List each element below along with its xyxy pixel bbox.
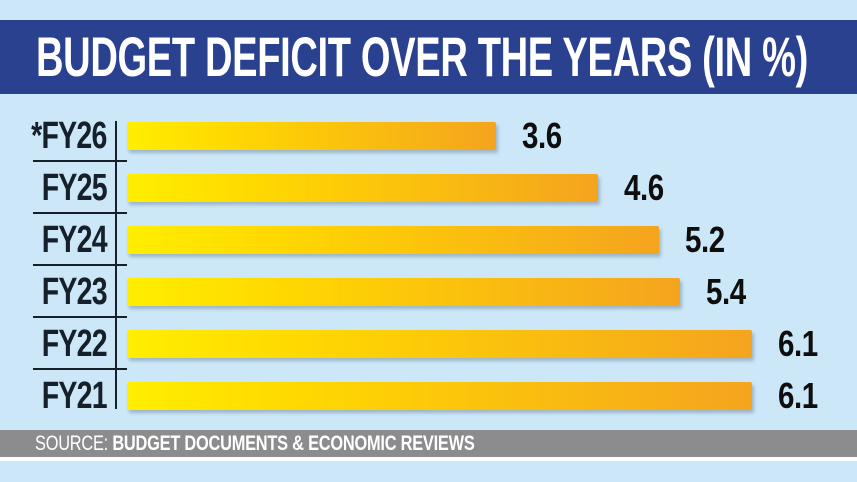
row-label: FY21 xyxy=(41,375,108,417)
value-label: 6.1 xyxy=(777,375,818,416)
bar xyxy=(127,226,660,254)
row-separator xyxy=(33,264,127,266)
bar-area: 6.1 xyxy=(116,326,857,362)
row-label: FY22 xyxy=(41,323,108,365)
bar-area: 5.2 xyxy=(116,222,857,258)
bar xyxy=(127,278,680,306)
bar xyxy=(127,330,752,358)
value-label: 5.2 xyxy=(685,219,726,260)
value-label: 3.6 xyxy=(521,115,562,156)
bar xyxy=(127,174,598,202)
header-band: BUDGET DEFICIT OVER THE YEARS (IN %) xyxy=(0,20,857,94)
top-strip xyxy=(0,0,857,20)
bar-area: 6.1 xyxy=(116,378,857,414)
chart-row-fy21: FY21 6.1 xyxy=(0,370,857,422)
row-label: *FY26 xyxy=(31,115,108,157)
chart-row-fy22: FY22 6.1 xyxy=(0,318,857,370)
row-label: FY23 xyxy=(41,271,108,313)
bar-area: 3.6 xyxy=(116,118,857,154)
source-body: BUDGET DOCUMENTS & ECONOMIC REVIEWS xyxy=(112,432,475,455)
page-title: BUDGET DEFICIT OVER THE YEARS (IN %) xyxy=(36,25,808,88)
row-separator xyxy=(33,316,127,318)
value-label: 5.4 xyxy=(705,271,746,312)
bar-area: 5.4 xyxy=(116,274,857,310)
bar xyxy=(127,122,496,150)
chart-rows: *FY26 3.6 FY25 4.6 FY24 xyxy=(0,94,857,422)
chart-row-fy24: FY24 5.2 xyxy=(0,214,857,266)
row-separator xyxy=(33,160,127,162)
source-band: SOURCE: BUDGET DOCUMENTS & ECONOMIC REVI… xyxy=(0,430,857,457)
row-label: FY25 xyxy=(41,167,108,209)
chart-row-fy26: *FY26 3.6 xyxy=(0,110,857,162)
bar xyxy=(127,382,752,410)
label-cell: *FY26 xyxy=(0,117,116,155)
row-separator xyxy=(33,212,127,214)
bottom-strip xyxy=(0,461,857,482)
label-cell: FY21 xyxy=(0,377,116,415)
bar-area: 4.6 xyxy=(116,170,857,206)
bar-chart: *FY26 3.6 FY25 4.6 FY24 xyxy=(0,94,857,430)
source-prefix: SOURCE: xyxy=(35,432,109,455)
chart-row-fy23: FY23 5.4 xyxy=(0,266,857,318)
white-strip xyxy=(0,457,857,461)
label-cell: FY23 xyxy=(0,273,116,311)
label-cell: FY25 xyxy=(0,169,116,207)
value-label: 4.6 xyxy=(623,167,664,208)
label-cell: FY22 xyxy=(0,325,116,363)
source-text: SOURCE: BUDGET DOCUMENTS & ECONOMIC REVI… xyxy=(35,433,475,454)
row-label: FY24 xyxy=(41,219,108,261)
chart-row-fy25: FY25 4.6 xyxy=(0,162,857,214)
value-label: 6.1 xyxy=(777,323,818,364)
label-cell: FY24 xyxy=(0,221,116,259)
row-separator xyxy=(33,368,127,370)
